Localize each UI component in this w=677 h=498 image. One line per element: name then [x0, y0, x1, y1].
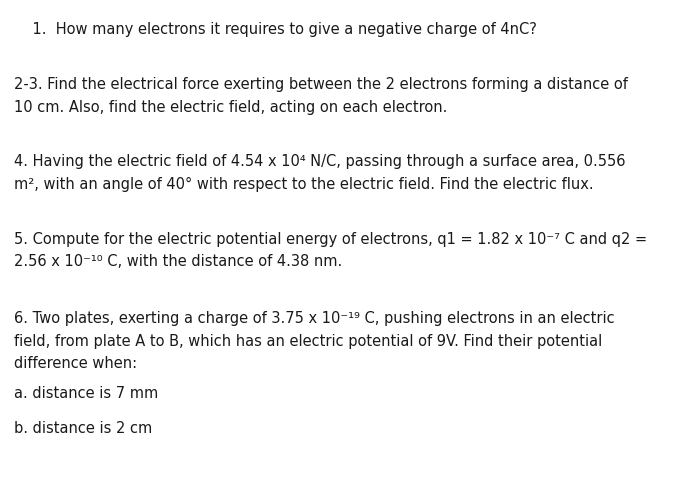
Text: 2-3. Find the electrical force exerting between the 2 electrons forming a distan: 2-3. Find the electrical force exerting …	[14, 77, 628, 92]
Text: difference when:: difference when:	[14, 356, 137, 371]
Text: b. distance is 2 cm: b. distance is 2 cm	[14, 421, 152, 436]
Text: 2.56 x 10⁻¹⁰ C, with the distance of 4.38 nm.: 2.56 x 10⁻¹⁰ C, with the distance of 4.3…	[14, 254, 342, 269]
Text: a. distance is 7 mm: a. distance is 7 mm	[14, 386, 158, 401]
Text: 4. Having the electric field of 4.54 x 10⁴ N/C, passing through a surface area, : 4. Having the electric field of 4.54 x 1…	[14, 154, 625, 169]
Text: 1.  How many electrons it requires to give a negative charge of 4nC?: 1. How many electrons it requires to giv…	[14, 22, 536, 37]
Text: 5. Compute for the electric potential energy of electrons, q1 = 1.82 x 10⁻⁷ C an: 5. Compute for the electric potential en…	[14, 232, 647, 247]
Text: m², with an angle of 40° with respect to the electric field. Find the electric f: m², with an angle of 40° with respect to…	[14, 177, 593, 192]
Text: field, from plate A to B, which has an electric potential of 9V. Find their pote: field, from plate A to B, which has an e…	[14, 334, 602, 349]
Text: 10 cm. Also, find the electric field, acting on each electron.: 10 cm. Also, find the electric field, ac…	[14, 100, 447, 115]
Text: 6. Two plates, exerting a charge of 3.75 x 10⁻¹⁹ C, pushing electrons in an elec: 6. Two plates, exerting a charge of 3.75…	[14, 311, 614, 326]
